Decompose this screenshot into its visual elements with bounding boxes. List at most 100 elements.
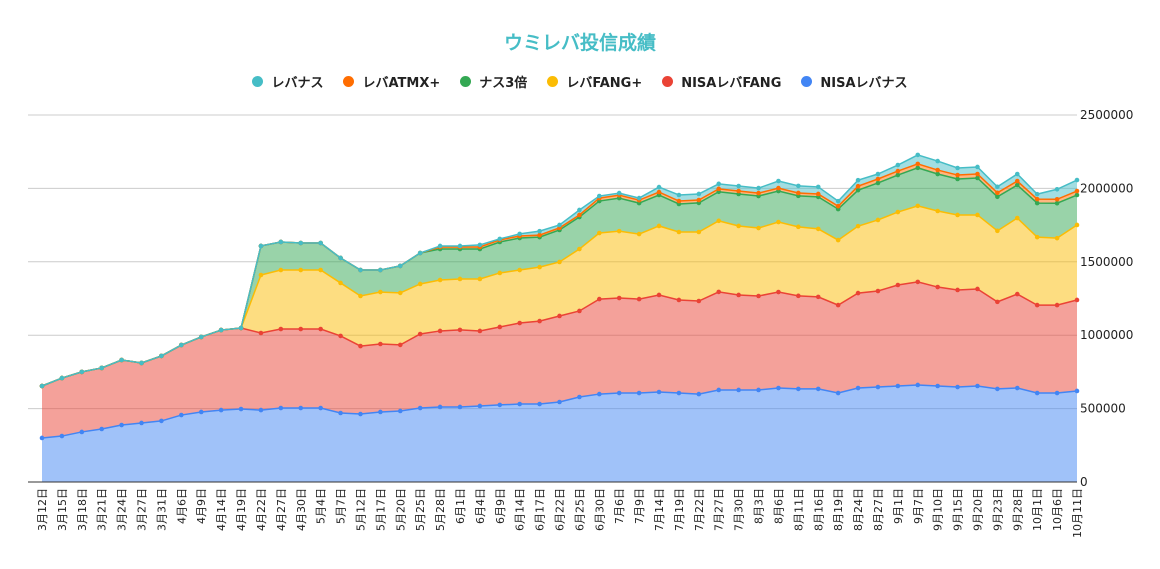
data-point <box>796 386 801 392</box>
x-tick-label: 3月27日 <box>136 488 149 531</box>
data-point <box>756 387 761 393</box>
data-point <box>597 391 602 397</box>
data-point <box>636 390 642 396</box>
area-2 <box>42 205 1077 386</box>
data-point <box>378 267 383 273</box>
data-point <box>119 422 124 428</box>
data-point <box>378 289 383 295</box>
data-point <box>397 290 403 296</box>
data-point <box>218 407 224 413</box>
data-point <box>278 405 284 411</box>
data-point <box>815 386 821 392</box>
legend-label: ナス3倍 <box>479 76 528 91</box>
data-point <box>318 240 323 246</box>
x-tick-label: 3月15日 <box>56 488 69 531</box>
data-point <box>537 232 542 238</box>
x-tick-label: 4月22日 <box>255 488 268 531</box>
x-tick-label: 6月14日 <box>514 488 527 531</box>
data-point <box>1074 192 1080 198</box>
data-point <box>975 286 980 292</box>
data-point <box>1054 302 1060 308</box>
data-point <box>238 325 244 331</box>
x-tick-label: 6月4日 <box>474 488 487 524</box>
data-point <box>935 208 940 214</box>
data-point <box>756 185 761 191</box>
x-tick-label: 8月6日 <box>772 488 785 524</box>
data-point <box>636 296 642 302</box>
data-point <box>616 295 622 301</box>
x-tick-label: 7月30日 <box>733 488 746 531</box>
data-point <box>557 259 562 265</box>
data-point <box>835 198 841 204</box>
legend-item[interactable]: ナス3倍 <box>460 72 527 91</box>
data-point <box>1054 196 1060 202</box>
data-point <box>517 401 522 407</box>
data-point <box>238 406 244 412</box>
legend-marker <box>547 76 559 87</box>
x-tick-label: 4月19日 <box>235 488 248 531</box>
x-tick-label: 8月24日 <box>852 488 865 531</box>
data-point <box>537 318 542 324</box>
x-tick-label: 7月9日 <box>633 488 646 524</box>
data-point <box>437 328 443 334</box>
data-point <box>835 302 841 308</box>
data-point <box>179 342 184 348</box>
data-point <box>736 223 741 229</box>
data-point <box>358 343 363 349</box>
data-point <box>1074 222 1080 228</box>
data-point <box>577 212 582 218</box>
data-point <box>676 297 682 303</box>
x-tick-label: 10月6日 <box>1051 488 1064 531</box>
data-point <box>577 207 582 213</box>
x-tick-label: 9月23日 <box>991 488 1004 531</box>
data-point <box>796 293 801 299</box>
legend-marker <box>801 76 813 87</box>
legend-item[interactable]: NISAレバナス <box>801 72 908 91</box>
x-tick-label: 7月6日 <box>613 488 626 524</box>
legend-marker <box>252 76 264 87</box>
data-point <box>1014 182 1020 188</box>
data-point <box>975 383 980 389</box>
data-point <box>79 369 85 375</box>
data-point <box>736 292 741 298</box>
data-point <box>457 276 463 282</box>
data-point <box>39 383 45 389</box>
data-point <box>955 287 960 293</box>
data-point <box>417 281 423 287</box>
data-point <box>338 280 343 286</box>
legend-marker <box>460 76 472 87</box>
data-point <box>796 183 801 189</box>
y-tick-label: 2000000 <box>1080 181 1133 195</box>
data-point <box>656 292 662 298</box>
data-point <box>955 172 960 178</box>
data-point <box>497 236 503 242</box>
x-tick-label: 10月11日 <box>1071 488 1084 538</box>
data-point <box>875 171 881 177</box>
legend-item[interactable]: NISAレバFANG <box>662 72 781 91</box>
legend-item[interactable]: レバATMX+ <box>343 72 440 91</box>
y-tick-label: 1500000 <box>1080 255 1133 269</box>
data-point <box>1034 196 1040 202</box>
data-point <box>636 195 642 201</box>
data-point <box>955 212 960 218</box>
data-point <box>756 190 761 196</box>
x-tick-label: 9月1日 <box>892 488 905 524</box>
x-tick-label: 8月27日 <box>872 488 885 531</box>
data-point <box>875 288 881 294</box>
data-point <box>975 212 980 218</box>
data-point <box>517 231 522 237</box>
data-point <box>198 409 204 415</box>
data-point <box>815 184 821 190</box>
data-point <box>815 294 821 300</box>
data-point <box>517 267 522 273</box>
data-point <box>139 420 144 426</box>
data-point <box>39 435 45 441</box>
x-tick-label: 4月27日 <box>275 488 288 531</box>
data-point <box>59 433 65 439</box>
data-point <box>995 299 1000 305</box>
data-point <box>1054 200 1060 206</box>
data-point <box>915 279 921 285</box>
legend-item[interactable]: レバFANG+ <box>547 72 642 91</box>
data-point <box>1074 297 1080 303</box>
legend-item[interactable]: レバナス <box>252 72 323 91</box>
